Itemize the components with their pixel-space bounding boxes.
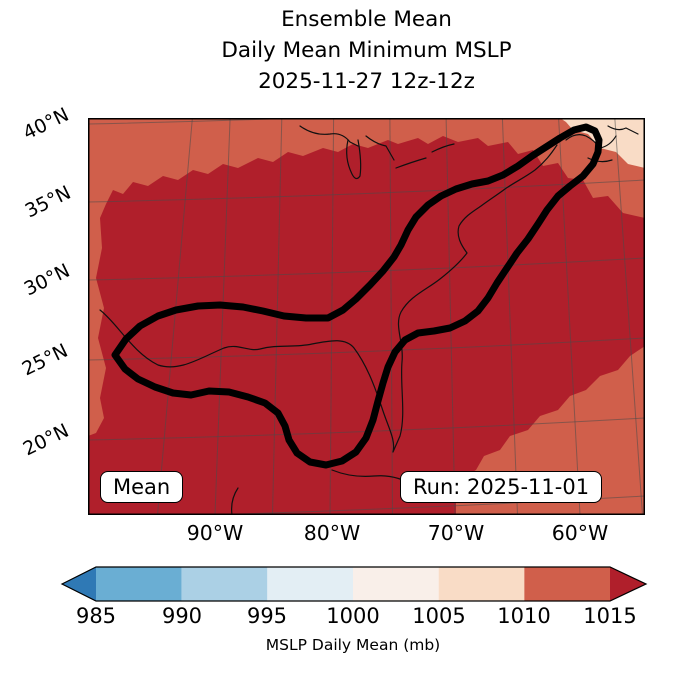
colorbar-bin-990-995 — [181, 567, 268, 601]
title-line-3: 2025-11-27 12z-12z — [258, 69, 475, 94]
pressure-contour — [111, 123, 603, 469]
axes-frame — [88, 118, 645, 515]
colorbar-caption: MSLP Daily Mean (mb) — [265, 636, 441, 654]
colorbar-tick-995: 995 — [246, 604, 288, 628]
lon-tick-label-80w: 80°W — [303, 521, 361, 545]
mean-annotation-label: Mean — [113, 475, 171, 499]
run-annotation-box: Run: 2025-11-01 — [400, 471, 603, 503]
colorbar-extend-low — [62, 567, 96, 601]
colorbar-svg — [60, 566, 648, 602]
colorbar-bin-985-990 — [96, 567, 182, 601]
lon-tick-label-60w: 60°W — [551, 521, 609, 545]
colorbar — [58, 564, 650, 604]
colorbar-bin-1000-1005 — [353, 567, 439, 601]
map-svg — [88, 118, 645, 515]
colorbar-extend-high — [610, 567, 646, 601]
title-line-1: Ensemble Mean — [281, 7, 452, 32]
mean-annotation-box: Mean — [100, 471, 184, 503]
colorbar-bin-1005-1010 — [438, 567, 525, 601]
lat-tick-label-25n: 25°N — [18, 339, 72, 381]
chart-title: Ensemble Mean Daily Mean Minimum MSLP 20… — [88, 4, 645, 97]
colorbar-tick-1000: 1000 — [326, 604, 380, 628]
lat-tick-label-40n: 40°N — [19, 103, 73, 145]
colorbar-outline — [60, 566, 648, 602]
lat-tick-label-35n: 35°N — [21, 181, 75, 223]
colorbar-tick-985: 985 — [75, 604, 117, 628]
colorbar-bin-995-1000 — [267, 567, 353, 601]
lon-tick-label-90w: 90°W — [186, 521, 244, 545]
lon-tick-label-70w: 70°W — [427, 521, 485, 545]
colorbar-tick-1005: 1005 — [412, 604, 466, 628]
map-fill-band-north — [88, 118, 645, 436]
run-annotation-label: Run: 2025-11-01 — [413, 475, 590, 499]
colorbar-tick-990: 990 — [161, 604, 203, 628]
colorbar-bin-1010-1015 — [524, 567, 610, 601]
title-line-2: Daily Mean Minimum MSLP — [221, 38, 512, 63]
colorbar-tick-1010: 1010 — [497, 604, 551, 628]
lat-tick-label-20n: 20°N — [19, 419, 73, 461]
colorbar-tick-1015: 1015 — [583, 604, 637, 628]
lat-tick-label-30n: 30°N — [20, 259, 74, 301]
map-plot — [88, 118, 645, 515]
